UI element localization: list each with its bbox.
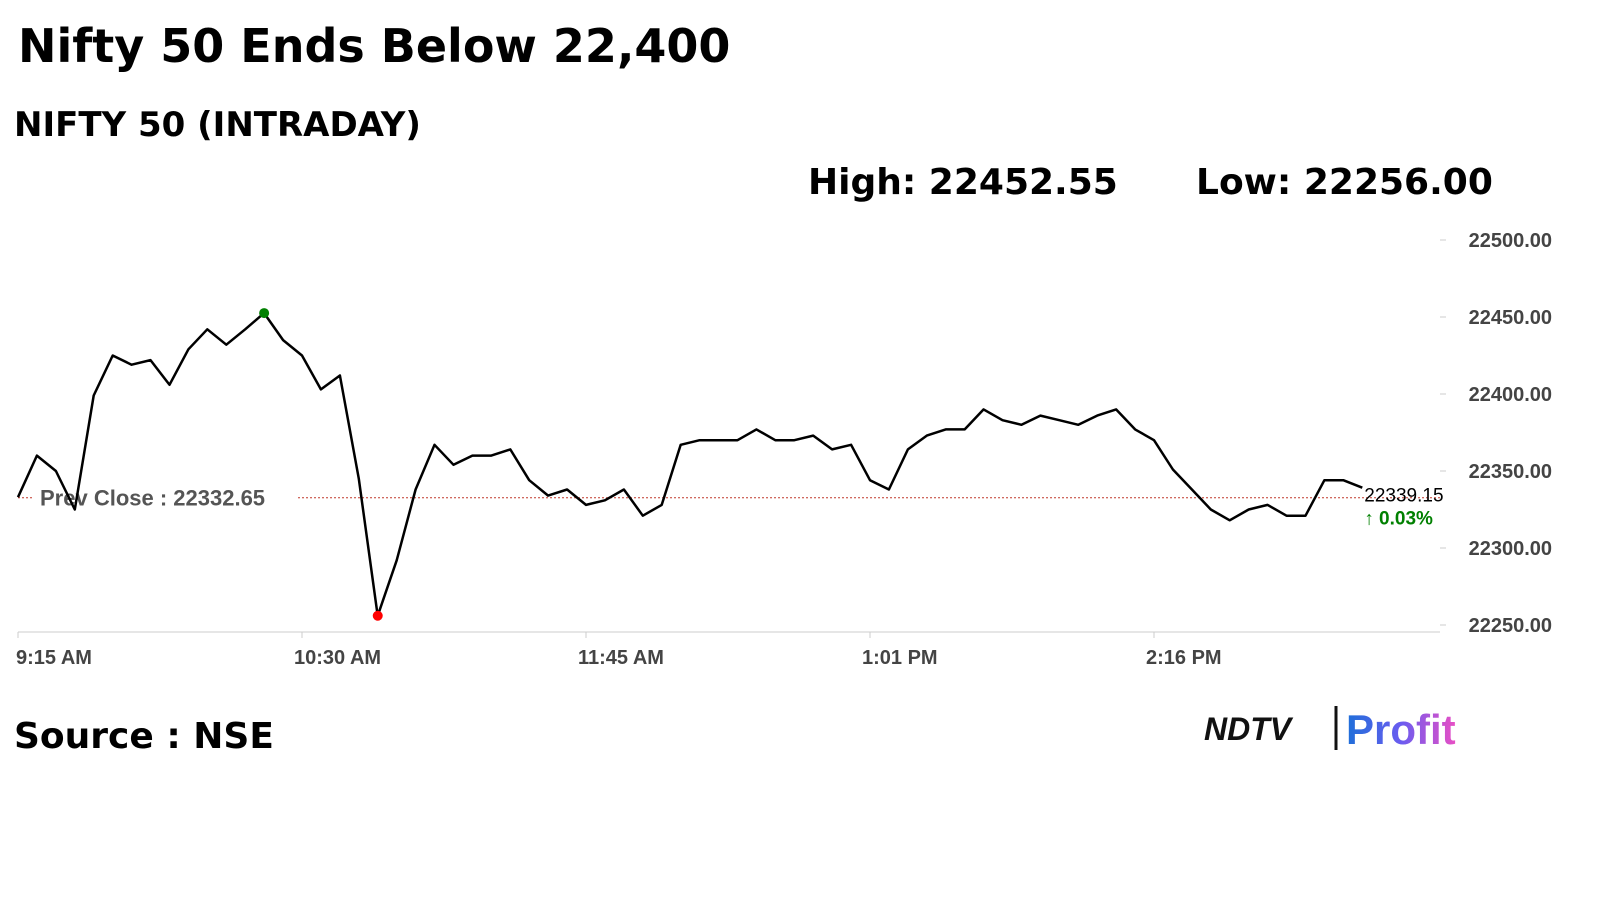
y-tick-label: 22250.00 xyxy=(1469,615,1552,637)
high-marker xyxy=(259,308,270,319)
change-label: ↑ 0.03% xyxy=(1364,509,1433,530)
low-marker xyxy=(372,610,383,621)
y-tick-label: 22350.00 xyxy=(1469,461,1552,483)
y-tick-label: 22500.00 xyxy=(1469,230,1552,252)
logo-profit: Profit xyxy=(1346,706,1456,753)
logo-ndtv: NDTV xyxy=(1204,711,1294,747)
y-tick-label: 22300.00 xyxy=(1469,538,1552,560)
x-tick-label: 2:16 PM xyxy=(1146,647,1222,669)
x-tick-label: 11:45 AM xyxy=(578,647,664,669)
chart-title: Nifty 50 Ends Below 22,400 xyxy=(18,19,730,73)
last-value-label: 22339.15 xyxy=(1364,486,1443,507)
y-tick-label: 22400.00 xyxy=(1469,384,1552,406)
high-label: High: 22452.55 xyxy=(808,162,1118,203)
x-tick-label: 1:01 PM xyxy=(862,647,938,669)
source: Source : NSE xyxy=(14,716,274,757)
chart-subtitle: NIFTY 50 (INTRADAY) xyxy=(14,105,421,145)
price-line xyxy=(16,311,1363,618)
x-tick-label: 10:30 AM xyxy=(294,647,381,669)
low-label: Low: 22256.00 xyxy=(1196,162,1493,203)
x-tick-label: 9:15 AM xyxy=(16,647,92,669)
y-tick-label: 22450.00 xyxy=(1469,307,1552,329)
